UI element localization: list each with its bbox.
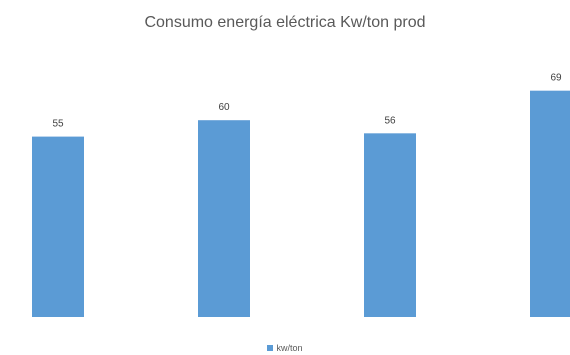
legend-label: kw/ton <box>276 343 303 353</box>
chart-title: Consumo energía eléctrica Kw/ton prod <box>144 14 426 31</box>
legend-swatch <box>267 345 274 351</box>
data-label-1: 55 <box>52 119 64 130</box>
data-label-4: 69 <box>550 73 562 84</box>
bar-2 <box>198 120 250 317</box>
data-label-2: 60 <box>218 102 230 113</box>
bar-1 <box>32 136 84 317</box>
data-label-3: 56 <box>384 115 396 126</box>
legend: kw/ton <box>0 343 570 353</box>
bar-3 <box>364 133 416 317</box>
bar-4 <box>530 90 570 318</box>
